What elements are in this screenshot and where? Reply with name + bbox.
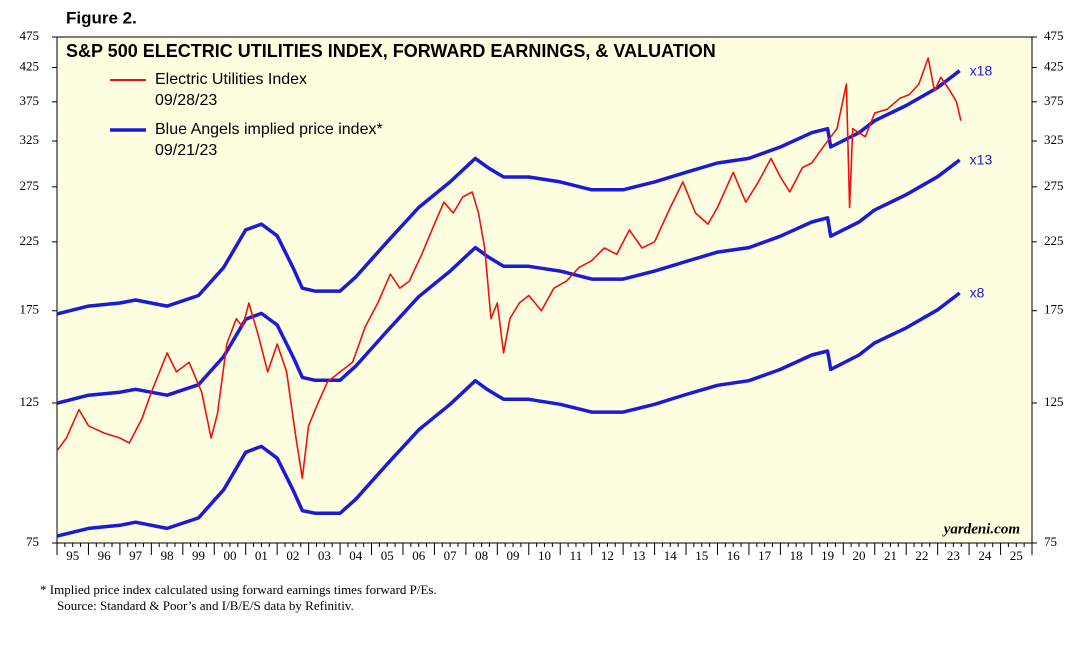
x-tick-label: 16	[727, 548, 741, 563]
x-tick-label: 04	[349, 548, 363, 563]
x-tick-label: 03	[318, 548, 331, 563]
x-tick-label: 01	[255, 548, 268, 563]
x-tick-label: 97	[129, 548, 143, 563]
implied-price-line	[56, 69, 961, 316]
x-tick-label: 06	[412, 548, 426, 563]
x-tick-label: 95	[66, 548, 79, 563]
x-tick-label: 12	[601, 548, 614, 563]
x-tick-label: 22	[915, 548, 928, 563]
y-tick-label: 375	[1044, 93, 1064, 108]
y-tick-label: 125	[20, 394, 40, 409]
footnote: * Implied price index calculated using f…	[40, 582, 437, 597]
x-tick-label: 24	[978, 548, 992, 563]
x-tick-label: 07	[444, 548, 458, 563]
x-tick-label: 17	[758, 548, 772, 563]
y-tick-label: 475	[20, 28, 40, 43]
x-tick-label: 10	[538, 548, 551, 563]
y-tick-label: 225	[20, 233, 40, 248]
x-tick-label: 96	[98, 548, 112, 563]
x-tick-label: 02	[286, 548, 299, 563]
x-tick-label: 21	[884, 548, 897, 563]
x-tick-label: 18	[790, 548, 803, 563]
implied-price-line	[56, 158, 961, 405]
x-tick-label: 14	[664, 548, 678, 563]
y-tick-label: 225	[1044, 233, 1064, 248]
line-label: x8	[970, 285, 985, 301]
x-tick-label: 19	[821, 548, 834, 563]
legend-label: Electric Utilities Index	[155, 71, 307, 88]
y-tick-label: 425	[1044, 58, 1064, 73]
x-tick-label: 09	[507, 548, 520, 563]
footnote: Source: Standard & Poor’s and I/B/E/S da…	[57, 598, 354, 613]
x-tick-label: 05	[381, 548, 394, 563]
line-label: x13	[970, 152, 993, 168]
x-tick-label: 13	[632, 548, 645, 563]
index-line	[56, 57, 962, 479]
y-tick-label: 175	[1044, 302, 1064, 317]
legend-date: 09/28/23	[155, 92, 217, 109]
y-tick-label: 375	[20, 93, 40, 108]
y-tick-label: 475	[1044, 28, 1064, 43]
y-tick-label: 175	[20, 302, 40, 317]
figure-label: Figure 2.	[66, 8, 137, 27]
x-tick-label: 25	[1010, 548, 1023, 563]
watermark: yardeni.com	[942, 521, 1020, 537]
y-tick-label: 275	[20, 178, 40, 193]
x-tick-label: 00	[223, 548, 236, 563]
x-tick-label: 23	[947, 548, 960, 563]
y-tick-label: 275	[1044, 178, 1064, 193]
y-tick-label: 425	[20, 58, 40, 73]
line-label: x18	[970, 62, 993, 78]
x-tick-label: 20	[853, 548, 866, 563]
chart-title: S&P 500 ELECTRIC UTILITIES INDEX, FORWAR…	[66, 41, 716, 61]
y-tick-label: 325	[1044, 132, 1064, 147]
x-tick-label: 11	[570, 548, 583, 563]
y-tick-label: 125	[1044, 394, 1064, 409]
y-tick-label: 325	[20, 132, 40, 147]
legend-date: 09/21/23	[155, 142, 217, 159]
plot-area	[56, 36, 1033, 544]
legend-label: Blue Angels implied price index*	[155, 121, 383, 138]
x-tick-label: 15	[695, 548, 708, 563]
y-tick-label: 75	[1044, 534, 1057, 549]
x-tick-label: 08	[475, 548, 488, 563]
y-tick-label: 75	[26, 534, 39, 549]
x-tick-label: 98	[161, 548, 174, 563]
x-tick-label: 99	[192, 548, 205, 563]
implied-price-line	[56, 291, 961, 538]
